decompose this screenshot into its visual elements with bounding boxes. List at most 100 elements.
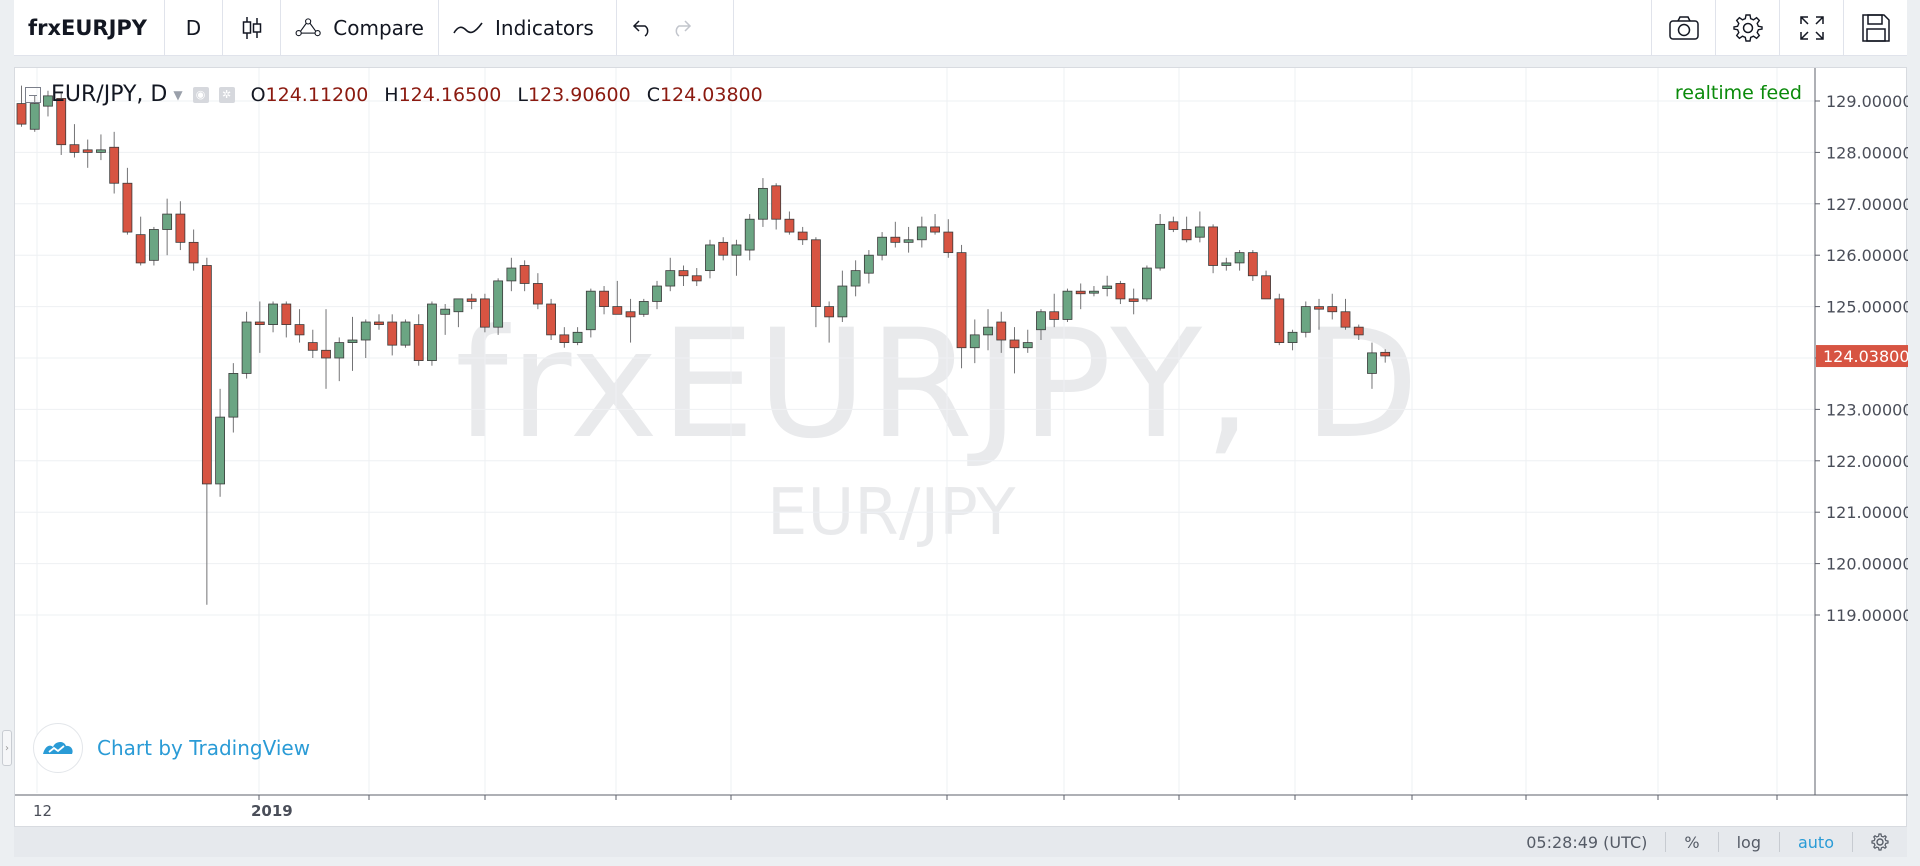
candle-up — [585, 290, 596, 331]
candle-down — [718, 241, 729, 256]
price-tick-label: 119.00000 — [1826, 606, 1908, 625]
candle-down — [175, 213, 186, 243]
candle-down — [201, 265, 212, 485]
side-panel-toggle[interactable]: › — [2, 730, 12, 766]
candle-up — [493, 280, 504, 328]
undo-redo-group — [617, 0, 734, 56]
bottom-toolbar: 05:28:49 (UTC) % log auto — [14, 827, 1907, 857]
interval-button[interactable]: D — [165, 0, 223, 56]
candle-up — [969, 334, 980, 349]
realtime-feed-status: realtime feed — [1674, 82, 1802, 104]
candle-down — [532, 283, 543, 305]
series-legend: EUR/JPY, D ▼ ◉ ✲ O124.11200 H124.16500 L… — [25, 82, 763, 107]
legend-symbol-title[interactable]: EUR/JPY, D — [51, 82, 168, 107]
candle-down — [294, 324, 305, 336]
candle-up — [440, 308, 451, 315]
close-value: 124.03800 — [659, 83, 763, 106]
candle-up — [43, 95, 53, 107]
candle-up — [1155, 223, 1166, 269]
legend-collapse-icon[interactable] — [25, 86, 41, 103]
candle-up — [162, 213, 173, 230]
redo-icon[interactable] — [671, 19, 693, 37]
settings-button[interactable] — [1715, 0, 1779, 56]
candle-down — [612, 306, 623, 315]
ohlc-values: O124.11200 H124.16500 L123.90600 C124.03… — [251, 84, 763, 106]
candle-up — [506, 267, 517, 282]
price-tick-label: 128.00000 — [1826, 143, 1908, 162]
price-tick-label: 121.00000 — [1826, 503, 1908, 522]
symbol-search-button[interactable]: frxEURJPY — [14, 0, 165, 56]
candle-up — [731, 244, 742, 256]
candle-down — [1380, 351, 1391, 357]
candle-down — [771, 185, 782, 220]
candle-up — [850, 270, 861, 287]
undo-icon[interactable] — [631, 19, 653, 37]
time-tick-label: 2019 — [251, 802, 293, 820]
auto-scale-toggle[interactable]: auto — [1778, 832, 1852, 852]
chevron-down-icon[interactable]: ▼ — [173, 87, 183, 102]
branding-link[interactable]: Chart by TradingView — [97, 736, 311, 760]
candle-up — [1062, 290, 1073, 320]
candle-down — [996, 321, 1007, 341]
save-icon — [1861, 13, 1890, 42]
candle-up — [1300, 306, 1311, 333]
chart-type-button[interactable] — [223, 0, 281, 56]
price-tick-label: 123.00000 — [1826, 400, 1908, 419]
candle-down — [122, 182, 133, 233]
candle-down — [599, 290, 609, 307]
candle-up — [1102, 285, 1113, 290]
indicators-button[interactable]: Indicators — [439, 0, 617, 56]
series-settings-icon[interactable]: ✲ — [218, 86, 235, 103]
save-chart-button[interactable] — [1843, 0, 1907, 56]
percent-scale-toggle[interactable]: % — [1665, 832, 1717, 852]
candle-down — [69, 144, 80, 153]
candle-up — [148, 229, 159, 261]
high-label: H — [384, 83, 399, 106]
candle-up — [1194, 226, 1205, 238]
candle-down — [466, 298, 477, 302]
candle-up — [1234, 252, 1245, 264]
visibility-icon[interactable]: ◉ — [192, 86, 209, 103]
compare-button[interactable]: Compare — [281, 0, 439, 56]
screenshot-button[interactable] — [1651, 0, 1715, 56]
indicators-label: Indicators — [495, 15, 594, 40]
fullscreen-icon — [1799, 15, 1824, 40]
price-tick-label: 120.00000 — [1826, 555, 1908, 574]
candlestick-chart[interactable]: 129.00000 128.00000 127.00000 126.00000 125.… — [15, 68, 1908, 828]
candle-down — [1314, 306, 1324, 310]
candle-down — [1181, 229, 1192, 241]
price-tick-label: 126.00000 — [1826, 246, 1908, 265]
fullscreen-button[interactable] — [1779, 0, 1843, 56]
log-scale-toggle[interactable]: log — [1717, 832, 1779, 852]
candle-up — [334, 342, 345, 359]
candle-down — [625, 311, 636, 318]
candle-down — [1247, 252, 1258, 277]
candle-up — [572, 331, 583, 343]
candle-up — [916, 226, 927, 241]
candle-up — [1022, 342, 1033, 349]
candle-down — [413, 324, 424, 361]
last-price-tag — [1816, 345, 1908, 368]
candle-down — [254, 321, 265, 325]
camera-icon — [1668, 15, 1699, 40]
candle-up — [228, 373, 239, 418]
candle-down — [56, 98, 67, 146]
utc-clock[interactable]: 05:28:49 (UTC) — [1526, 832, 1648, 852]
indicators-icon — [453, 22, 483, 33]
candle-down — [1049, 311, 1060, 320]
price-tick-label: 122.00000 — [1826, 452, 1908, 471]
candle-up — [215, 416, 226, 485]
chart-pane[interactable]: frxEURJPY, D EUR/JPY 129.00000 128.00000 1… — [14, 67, 1908, 828]
candle-up — [268, 303, 278, 325]
candle-down — [784, 218, 795, 233]
candle-up — [665, 270, 676, 287]
scale-settings-button[interactable] — [1852, 832, 1907, 852]
candles-icon — [242, 16, 261, 39]
top-toolbar: frxEURJPY D Compare — [14, 0, 1907, 56]
candle-up — [29, 103, 40, 130]
candle-up — [1221, 262, 1232, 266]
candle-down — [1208, 226, 1218, 266]
candle-up — [1142, 267, 1152, 300]
candle-up — [863, 254, 874, 274]
tradingview-branding[interactable]: Chart by TradingView — [33, 723, 310, 773]
